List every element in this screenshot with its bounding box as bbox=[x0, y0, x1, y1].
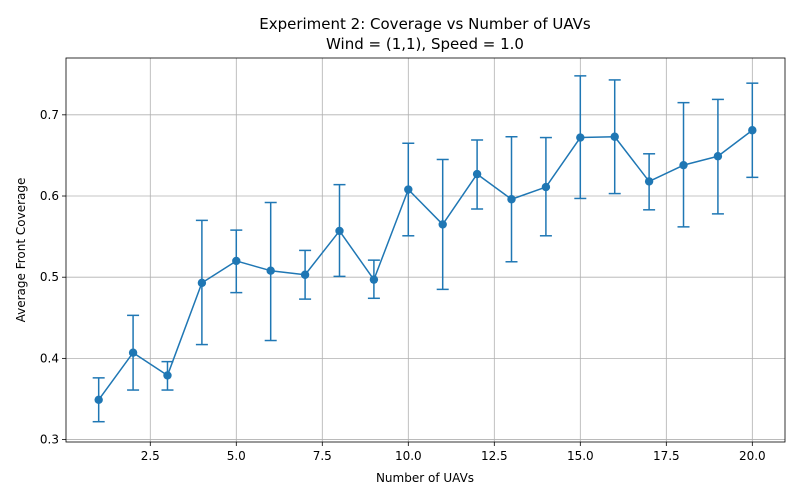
data-point bbox=[197, 278, 207, 288]
data-point bbox=[472, 169, 482, 179]
x-tick-label: 17.5 bbox=[653, 449, 680, 463]
y-tick-label: 0.7 bbox=[40, 108, 59, 122]
x-tick-label: 12.5 bbox=[481, 449, 508, 463]
y-tick-label: 0.4 bbox=[40, 351, 59, 365]
data-point bbox=[644, 177, 654, 186]
x-axis-label: Number of UAVs bbox=[376, 471, 474, 485]
series-line bbox=[98, 129, 753, 401]
chart-title: Experiment 2: Coverage vs Number of UAVs bbox=[259, 15, 591, 33]
ticks: 2.5 5.0 7.5 10.0 12.5 15.0 17.5 20.0 0.3 0.4 0.5 0.… bbox=[40, 108, 766, 463]
data-point bbox=[679, 160, 688, 170]
data-point bbox=[335, 226, 344, 236]
data-point bbox=[748, 126, 757, 135]
x-tick-label: 2.5 bbox=[141, 449, 160, 463]
y-tick-label: 0.5 bbox=[40, 270, 59, 284]
x-tick-label: 7.5 bbox=[313, 449, 332, 463]
x-tick-label: 10.0 bbox=[395, 449, 422, 463]
x-tick-label: 5.0 bbox=[227, 449, 246, 463]
data-point bbox=[438, 220, 447, 229]
y-tick-label: 0.6 bbox=[40, 189, 59, 203]
data-point bbox=[94, 395, 103, 404]
data-point bbox=[232, 256, 241, 266]
data-point bbox=[507, 195, 516, 204]
x-tick-label: 15.0 bbox=[567, 449, 594, 463]
y-axis-label: Average Front Coverage bbox=[14, 178, 28, 323]
data-point bbox=[300, 270, 310, 279]
data-point bbox=[266, 266, 275, 275]
data-point bbox=[610, 132, 619, 141]
y-tick-label: 0.3 bbox=[40, 433, 59, 447]
data-point bbox=[541, 182, 551, 192]
data-point bbox=[404, 185, 413, 194]
chart-subtitle: Wind = (1,1), Speed = 1.0 bbox=[326, 35, 524, 53]
plot-frame bbox=[65, 57, 786, 443]
x-tick-label: 20.0 bbox=[739, 449, 766, 463]
data-point bbox=[713, 152, 723, 161]
grid bbox=[66, 58, 785, 442]
series-layer bbox=[92, 75, 759, 423]
data-point bbox=[128, 348, 138, 357]
data-point bbox=[369, 275, 379, 284]
data-point bbox=[576, 133, 585, 142]
data-point bbox=[163, 371, 172, 380]
